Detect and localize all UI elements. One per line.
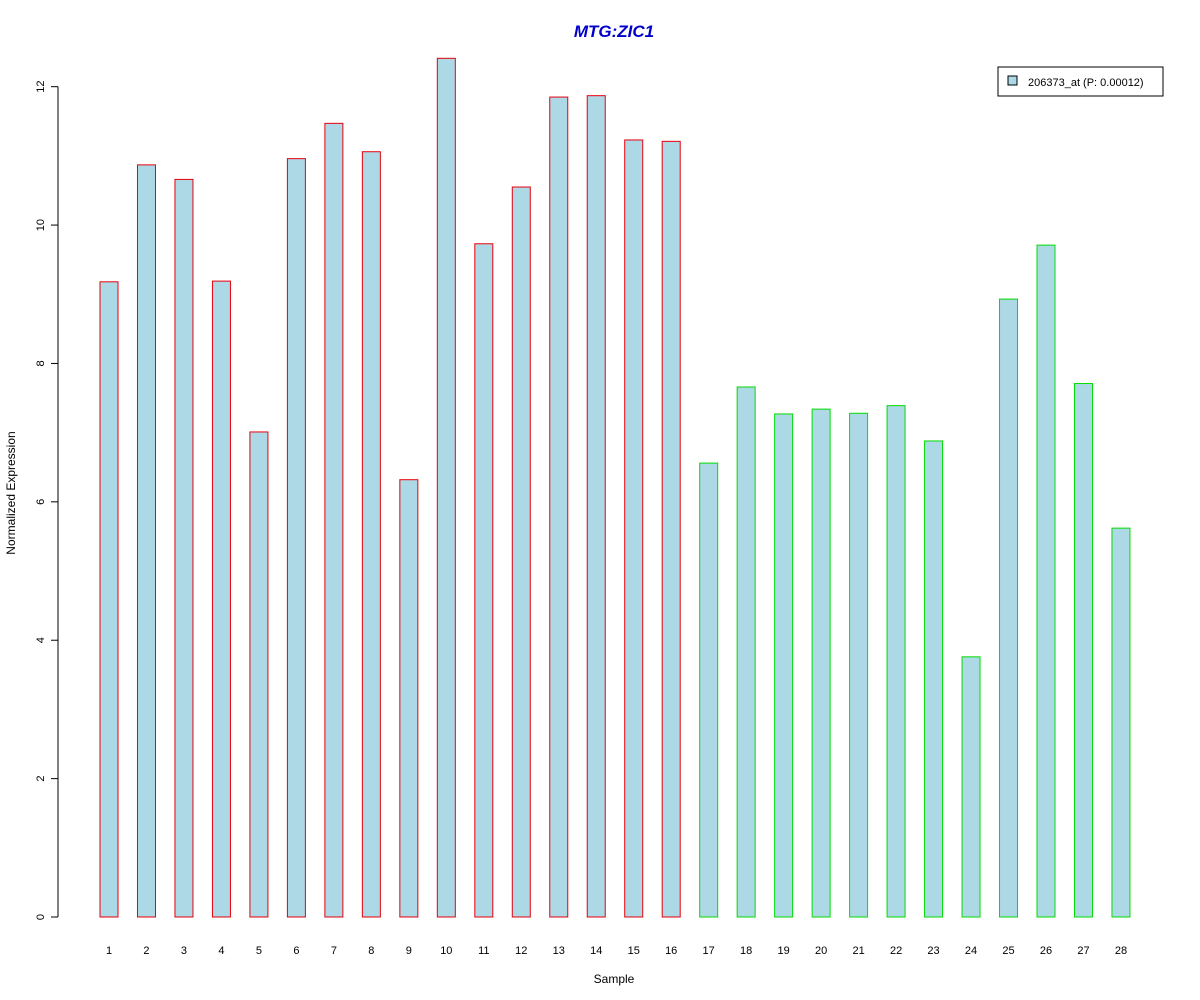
bar-sample-16: [661, 140, 681, 918]
x-axis-tick-label: 13: [553, 945, 565, 957]
bar-sample-10: [436, 57, 456, 918]
x-axis-tick-label: 23: [927, 945, 939, 957]
x-axis-tick-label: 6: [293, 945, 299, 957]
bar-sample-6: [286, 158, 306, 918]
x-axis-tick-label: 12: [515, 945, 527, 957]
bar-sample-20: [811, 408, 831, 918]
bar-sample-18: [736, 386, 756, 918]
bar-sample-2: [136, 164, 156, 918]
bar-sample-8: [361, 151, 381, 918]
x-axis-tick-label: 17: [703, 945, 715, 957]
x-axis-label: Sample: [594, 972, 635, 986]
x-axis-tick-label: 8: [368, 945, 374, 957]
x-axis-tick-label: 21: [852, 945, 864, 957]
x-axis-tick-label: 5: [256, 945, 262, 957]
x-axis-tick-label: 4: [218, 945, 224, 957]
chart-title: MTG:ZIC1: [574, 22, 654, 41]
bar-sample-13: [549, 96, 569, 918]
y-axis-tick-label: 12: [35, 81, 47, 93]
y-axis-tick-label: 8: [35, 360, 47, 366]
bar-sample-28: [1111, 527, 1131, 918]
x-axis-tick-label: 10: [440, 945, 452, 957]
bar-sample-19: [774, 413, 794, 918]
x-axis-tick-label: 16: [665, 945, 677, 957]
x-axis-tick-label: 3: [181, 945, 187, 957]
x-axis-tick-label: 14: [590, 945, 602, 957]
bar-sample-25: [999, 298, 1019, 918]
legend-swatch: [1007, 75, 1018, 86]
x-axis-tick-label: 27: [1077, 945, 1089, 957]
bar-sample-27: [1073, 383, 1093, 918]
y-axis-tick-label: 0: [35, 914, 47, 920]
x-axis-tick-label: 25: [1002, 945, 1014, 957]
legend-entry: 206373_at (P: 0.00012): [1028, 77, 1144, 89]
x-axis-tick-label: 1: [106, 945, 112, 957]
x-axis-tick-label: 28: [1115, 945, 1127, 957]
legend: 206373_at (P: 0.00012): [997, 66, 1164, 97]
x-axis-tick-label: 22: [890, 945, 902, 957]
y-axis-tick-label: 4: [35, 637, 47, 643]
y-axis-tick-label: 2: [35, 776, 47, 782]
bar-sample-22: [886, 405, 906, 918]
bar-sample-14: [586, 95, 606, 918]
bar-sample-11: [474, 243, 494, 918]
bar-sample-15: [624, 139, 644, 918]
bar-sample-5: [249, 431, 269, 918]
x-axis-tick-label: 18: [740, 945, 752, 957]
bar-sample-4: [211, 280, 231, 918]
x-axis-tick-label: 20: [815, 945, 827, 957]
y-axis-label: Normalized Expression: [4, 431, 18, 554]
bar-sample-21: [849, 412, 869, 918]
bar-sample-7: [324, 122, 344, 918]
bar-sample-24: [961, 656, 981, 918]
y-axis-tick-label: 6: [35, 499, 47, 505]
x-axis-tick-label: 9: [406, 945, 412, 957]
bar-sample-23: [924, 440, 944, 918]
bar-sample-26: [1036, 244, 1056, 918]
legend-box: [997, 66, 1164, 97]
bar-sample-9: [399, 479, 419, 918]
bars: [99, 57, 1131, 918]
x-axis-tick-label: 24: [965, 945, 977, 957]
x-axis-tick-label: 26: [1040, 945, 1052, 957]
y-axis: 0 2 4 6 8 10 12: [35, 81, 59, 920]
x-axis-tick-label: 15: [628, 945, 640, 957]
bar-sample-1: [99, 281, 119, 918]
bar-sample-3: [174, 178, 194, 918]
bar-sample-12: [511, 186, 531, 918]
x-axis-tick-labels: 1 2 3 4 5 6 7 8 9 10 11 12 13 14 15 16 17 18 19 20 21 22 23 24 2…: [106, 945, 1127, 957]
y-axis-tick-label: 10: [35, 219, 47, 231]
x-axis-tick-label: 2: [143, 945, 149, 957]
x-axis-tick-label: 11: [478, 945, 489, 957]
x-axis-tick-label: 7: [331, 945, 337, 957]
bar-sample-17: [699, 462, 719, 918]
x-axis-tick-label: 19: [778, 945, 790, 957]
